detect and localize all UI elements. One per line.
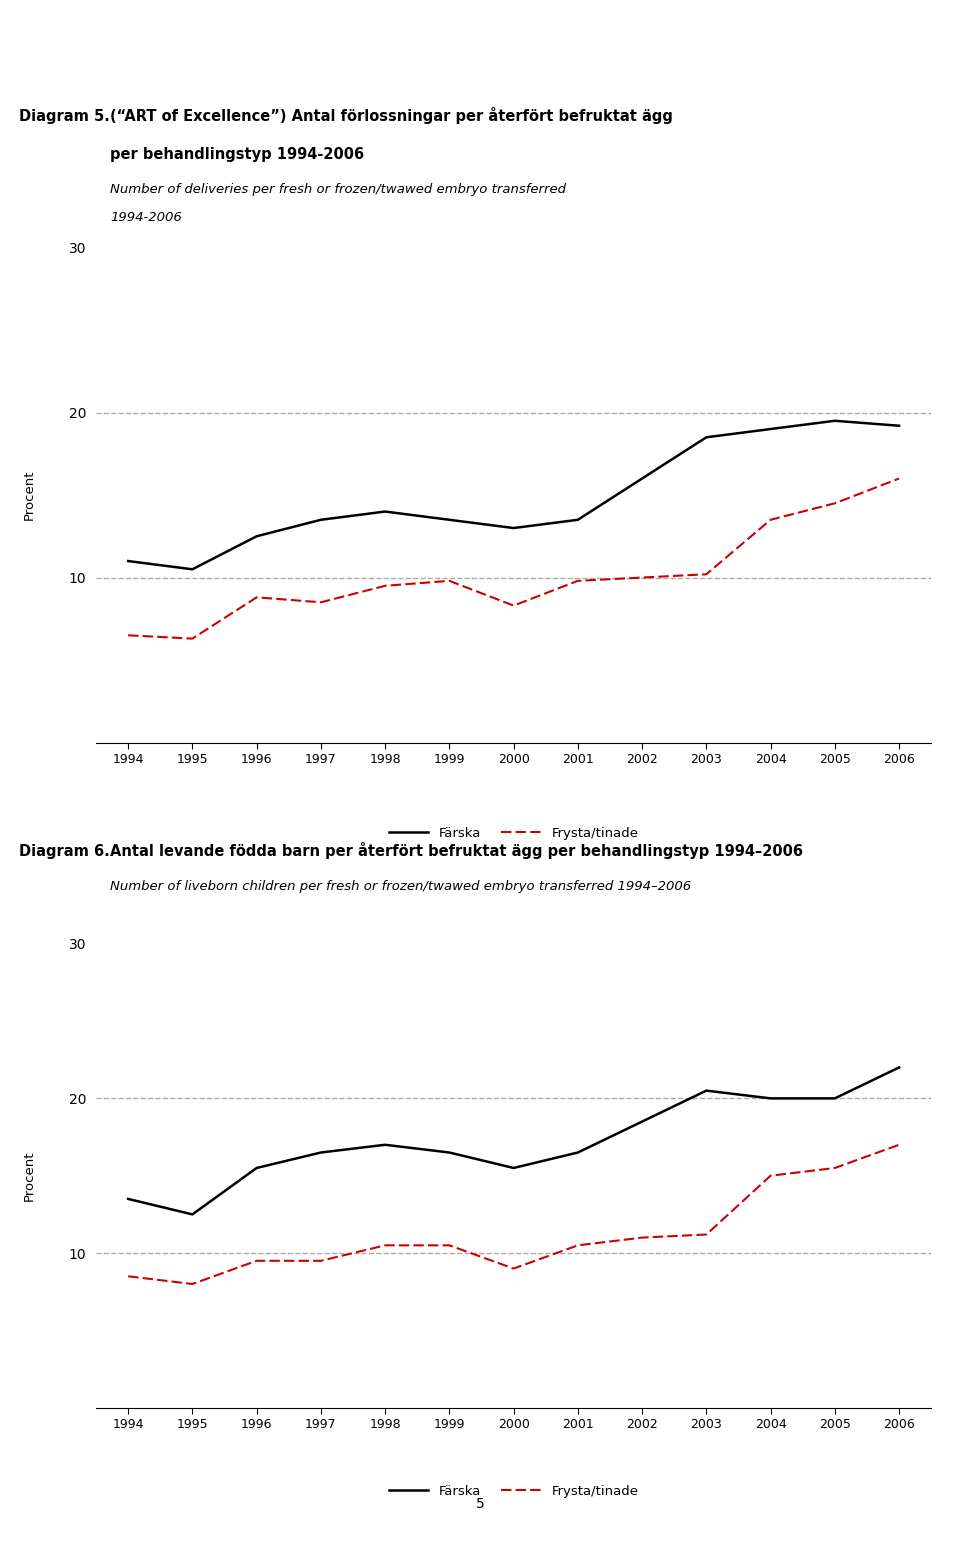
Legend: Färska, Frysta/tinade: Färska, Frysta/tinade — [384, 1480, 643, 1504]
Text: Diagram 5.: Diagram 5. — [19, 108, 110, 124]
Text: 1994-2006: 1994-2006 — [110, 212, 182, 224]
Legend: Färska, Frysta/tinade: Färska, Frysta/tinade — [384, 821, 643, 845]
Text: Procent: Procent — [22, 470, 36, 520]
Text: per behandlingstyp 1994-2006: per behandlingstyp 1994-2006 — [110, 147, 365, 162]
Text: Number of deliveries per fresh or frozen/twawed embryo transferred: Number of deliveries per fresh or frozen… — [110, 184, 566, 196]
Text: Antal levande födda barn per återfört befruktat ägg per behandlingstyp 1994–2006: Antal levande födda barn per återfört be… — [110, 842, 804, 859]
Text: (“ART of Excellence”) Antal förlossningar per återfört befruktat ägg: (“ART of Excellence”) Antal förlossninga… — [110, 107, 673, 124]
Text: Procent: Procent — [22, 1151, 36, 1200]
Text: Number of liveborn children per fresh or frozen/twawed embryo transferred 1994–2: Number of liveborn children per fresh or… — [110, 880, 691, 893]
Text: 5: 5 — [475, 1497, 485, 1511]
Text: Diagram 6.: Diagram 6. — [19, 843, 110, 859]
